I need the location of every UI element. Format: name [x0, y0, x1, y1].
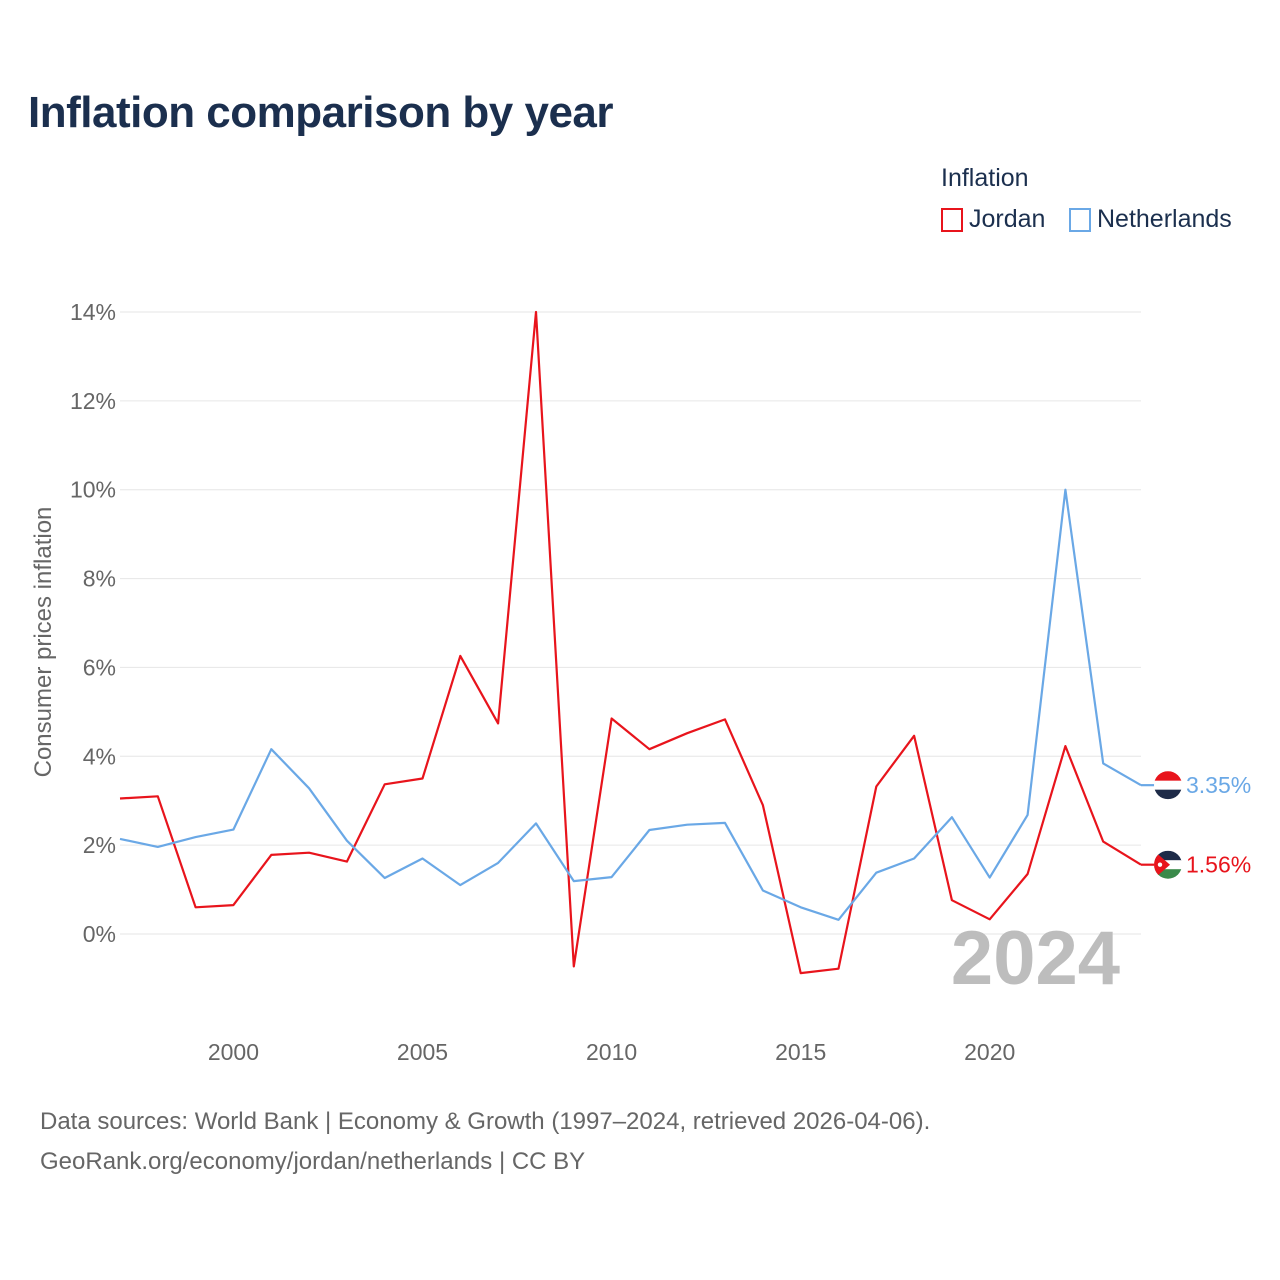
source-line-2: GeoRank.org/economy/jordan/netherlands |…: [40, 1148, 586, 1175]
y-tick-label: 0%: [83, 921, 116, 947]
legend-item-jordan[interactable]: Jordan: [941, 205, 1045, 234]
y-tick-label: 10%: [70, 477, 116, 503]
series-line-jordan: [119, 310, 1142, 975]
series-lines: [119, 310, 1142, 975]
legend-swatch-netherlands: [1069, 207, 1091, 232]
x-axis-ticks: 2000 2005 2010 2015 2020: [208, 1039, 1015, 1065]
year-watermark: 2024: [951, 916, 1120, 1001]
x-tick-label: 2015: [775, 1039, 826, 1065]
gridlines: [120, 311, 1141, 935]
y-axis-label: Consumer prices inflation: [30, 507, 57, 778]
y-axis-ticks: 0% 2% 4% 6% 8% 10% 12% 14%: [70, 299, 116, 947]
source-line-1: Data sources: World Bank | Economy & Gro…: [40, 1108, 931, 1135]
legend-label-netherlands: Netherlands: [1097, 205, 1232, 233]
y-tick-label: 2%: [83, 832, 116, 858]
legend-item-netherlands[interactable]: Netherlands: [1069, 205, 1232, 234]
x-tick-label: 2010: [586, 1039, 637, 1065]
line-chart: 0% 2% 4% 6% 8% 10% 12% 14% 2000 2005 2010 2015 2020…: [30, 299, 1251, 1065]
jordan-flag-icon: [1154, 850, 1182, 879]
y-tick-label: 14%: [70, 299, 116, 325]
x-tick-label: 2000: [208, 1039, 259, 1065]
y-tick-label: 12%: [70, 388, 116, 414]
y-tick-label: 6%: [83, 654, 116, 680]
end-value-label: 1.56%: [1186, 852, 1251, 878]
x-tick-label: 2005: [397, 1039, 448, 1065]
chart-title: Inflation comparison by year: [28, 88, 614, 137]
x-tick-label: 2020: [964, 1039, 1015, 1065]
y-tick-label: 8%: [83, 566, 116, 592]
netherlands-flag-icon: [1154, 771, 1182, 800]
y-tick-label: 4%: [83, 743, 116, 769]
legend-title: Inflation: [941, 164, 1029, 192]
legend-swatch-jordan: [941, 207, 963, 232]
series-line-netherlands: [119, 488, 1142, 921]
legend-label-jordan: Jordan: [969, 205, 1046, 233]
end-markers: 1.56% 3.35%: [1141, 771, 1251, 879]
end-value-label: 3.35%: [1186, 772, 1251, 798]
